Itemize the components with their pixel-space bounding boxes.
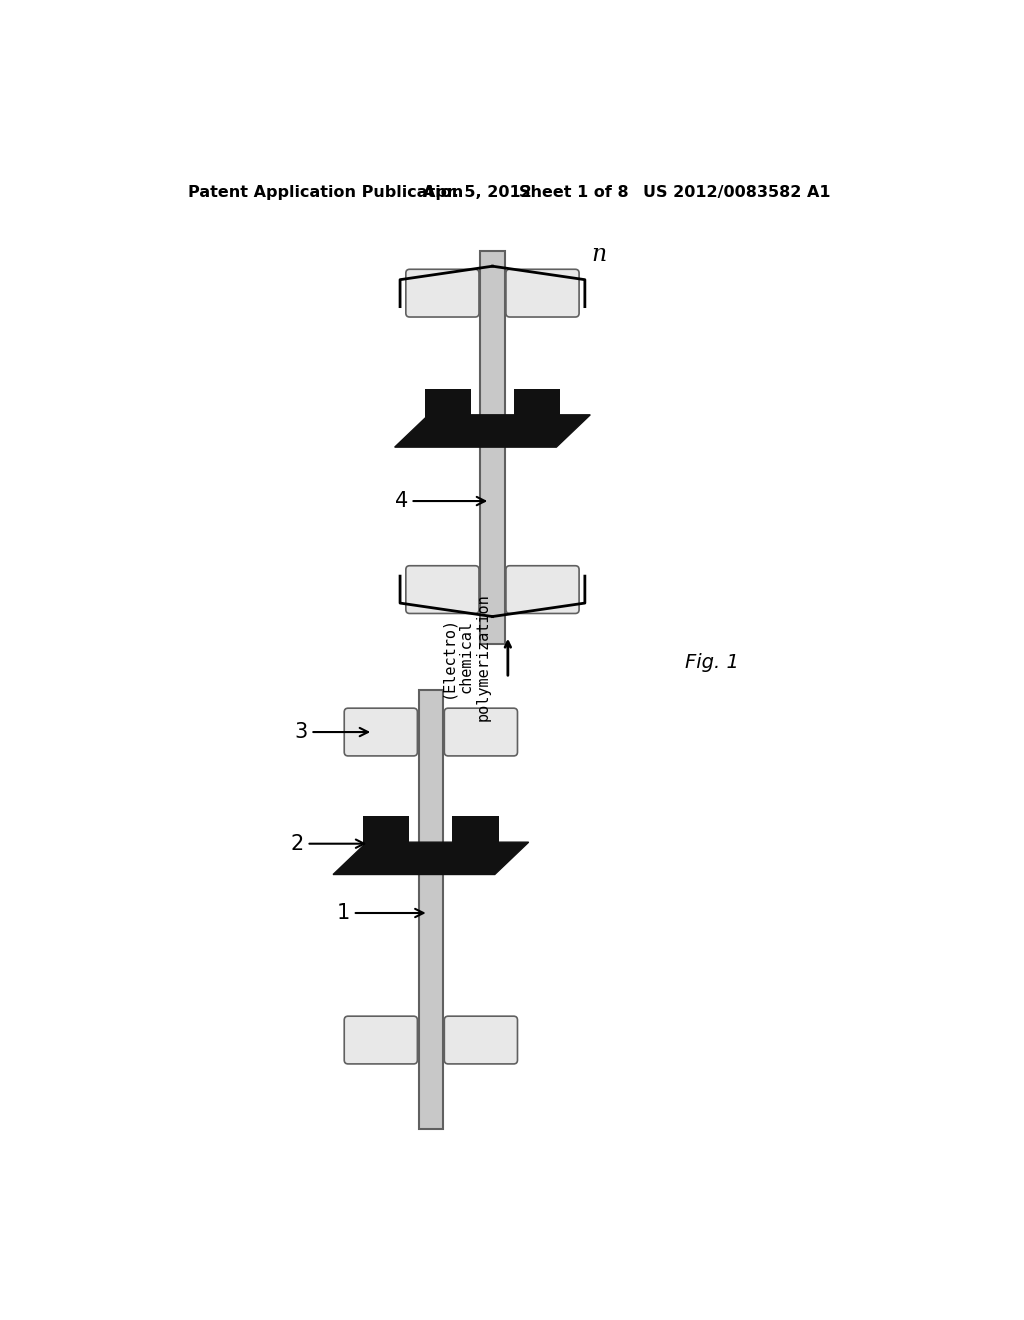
Bar bbox=[480, 251, 505, 644]
Polygon shape bbox=[394, 414, 590, 447]
Text: 4: 4 bbox=[394, 491, 485, 511]
FancyBboxPatch shape bbox=[506, 269, 580, 317]
Bar bbox=[419, 689, 443, 1129]
FancyBboxPatch shape bbox=[444, 708, 517, 756]
FancyBboxPatch shape bbox=[506, 566, 580, 614]
Text: Patent Application Publication: Patent Application Publication bbox=[188, 185, 464, 201]
FancyBboxPatch shape bbox=[344, 1016, 418, 1064]
Bar bbox=[425, 388, 471, 421]
Bar bbox=[364, 816, 410, 849]
FancyBboxPatch shape bbox=[406, 566, 479, 614]
FancyBboxPatch shape bbox=[344, 708, 418, 756]
Text: Apr. 5, 2012: Apr. 5, 2012 bbox=[423, 185, 531, 201]
Bar bbox=[453, 816, 499, 849]
FancyBboxPatch shape bbox=[444, 1016, 517, 1064]
Polygon shape bbox=[333, 842, 528, 875]
Text: 3: 3 bbox=[295, 722, 368, 742]
Text: 1: 1 bbox=[337, 903, 424, 923]
Text: Fig. 1: Fig. 1 bbox=[685, 653, 739, 672]
Text: Sheet 1 of 8: Sheet 1 of 8 bbox=[519, 185, 629, 201]
Text: US 2012/0083582 A1: US 2012/0083582 A1 bbox=[643, 185, 830, 201]
Text: n: n bbox=[591, 243, 606, 265]
Text: (Electro)
chemical
polymerization: (Electro) chemical polymerization bbox=[440, 593, 490, 721]
Text: 2: 2 bbox=[291, 834, 365, 854]
FancyBboxPatch shape bbox=[406, 269, 479, 317]
Bar bbox=[514, 388, 560, 421]
